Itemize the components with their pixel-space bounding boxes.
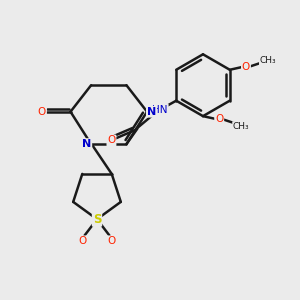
Text: O: O [215, 114, 223, 124]
Text: HN: HN [152, 104, 168, 115]
Text: CH₃: CH₃ [260, 56, 276, 65]
Text: O: O [38, 107, 46, 117]
Text: O: O [107, 135, 116, 146]
Text: N: N [82, 139, 91, 149]
Text: O: O [242, 62, 250, 72]
Text: N: N [147, 107, 156, 117]
Text: CH₃: CH₃ [233, 122, 250, 131]
Text: S: S [93, 213, 101, 226]
Text: O: O [78, 236, 86, 246]
Text: O: O [108, 236, 116, 246]
